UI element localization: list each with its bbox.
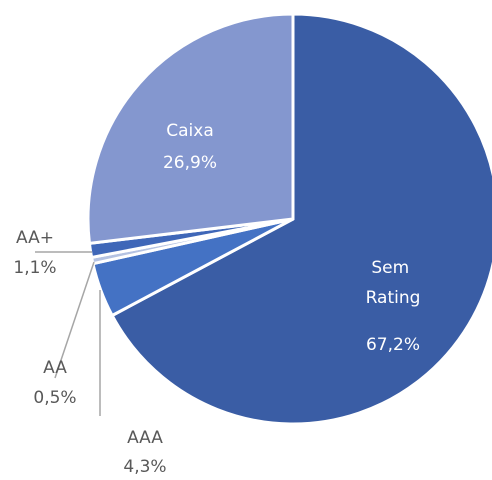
- pie: [86, 12, 492, 426]
- slice-value: 4,3%: [123, 457, 166, 477]
- slice-value: 67,2%: [366, 335, 420, 355]
- slice-value: 26,9%: [163, 153, 217, 173]
- slice-label: Caixa: [166, 121, 214, 141]
- slice-label: AAA: [127, 428, 163, 448]
- pie-slice: [86, 12, 295, 245]
- pie-slice: [110, 12, 492, 426]
- slice-label: AA+: [16, 228, 54, 248]
- slice-value: 1,1%: [13, 258, 56, 278]
- slice-label: AA: [43, 358, 67, 378]
- leader-line: [54, 261, 95, 379]
- slice-label: Sem Rating: [366, 258, 421, 308]
- slice-value: 0,5%: [33, 388, 76, 408]
